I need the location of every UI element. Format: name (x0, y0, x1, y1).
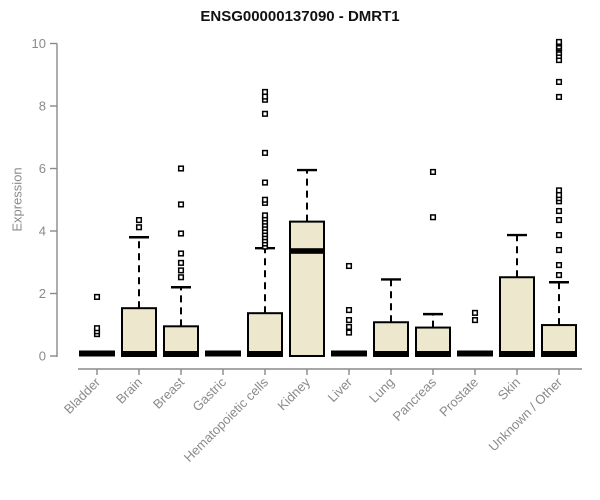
median-bar (289, 248, 325, 254)
outlier-marker (555, 192, 563, 199)
outlier-marker (261, 179, 269, 186)
outlier-marker (429, 168, 437, 175)
median-bar (247, 351, 283, 357)
box (289, 220, 325, 357)
x-category-label: Kidney (274, 374, 313, 413)
outlier-marker (555, 38, 563, 45)
box (541, 324, 577, 357)
y-tick-label: 8 (39, 99, 46, 114)
outlier-marker (135, 217, 143, 224)
y-tick-label: 6 (39, 161, 46, 176)
outlier-marker (93, 325, 101, 332)
y-tick-label: 10 (32, 36, 46, 51)
x-category-label: Liver (325, 374, 356, 405)
x-category-label: Brain (113, 375, 145, 407)
outlier-marker (555, 262, 563, 269)
outlier-marker (177, 267, 185, 274)
outlier-marker (555, 272, 563, 279)
x-category-label: Skin (495, 375, 523, 403)
outlier-marker (345, 317, 353, 324)
outlier-marker (177, 165, 185, 172)
median-bar (415, 351, 451, 357)
collapsed-box-bar (457, 350, 493, 357)
x-category-label: Pancreas (390, 374, 440, 424)
outlier-marker (471, 309, 479, 316)
median-bar (499, 351, 535, 357)
outlier-marker (345, 262, 353, 270)
chart-title: ENSG00000137090 - DMRT1 (200, 8, 400, 25)
collapsed-box-bar (79, 350, 115, 357)
box (121, 307, 157, 357)
box (247, 312, 283, 357)
box (373, 321, 409, 357)
outlier-marker (135, 224, 143, 231)
outlier-marker (177, 201, 185, 208)
outlier-marker (555, 247, 563, 254)
outlier-marker (261, 110, 269, 117)
outlier-marker (555, 78, 563, 85)
x-category-label: Breast (150, 374, 187, 411)
outlier-marker (261, 149, 269, 156)
y-tick-label: 4 (39, 224, 46, 239)
outlier-marker (555, 217, 563, 224)
box (499, 276, 535, 357)
outlier-marker (93, 293, 101, 300)
collapsed-box-bar (205, 350, 241, 357)
outlier-marker (261, 212, 269, 219)
collapsed-box-bar (331, 350, 367, 357)
outlier-marker (177, 259, 185, 266)
median-bar (373, 351, 409, 357)
x-category-label: Unknown / Other (486, 374, 566, 454)
outlier-marker (555, 207, 563, 215)
outlier-marker (177, 250, 185, 257)
outlier-marker (261, 93, 269, 100)
x-category-label: Gastric (189, 374, 229, 414)
outlier-marker (345, 307, 353, 314)
median-bar (121, 351, 157, 357)
outlier-marker (345, 329, 353, 336)
median-bar (163, 351, 199, 357)
outlier-marker (345, 323, 353, 330)
median-bar (541, 351, 577, 357)
x-category-label: Bladder (61, 374, 104, 417)
y-tick-label: 0 (39, 349, 46, 364)
y-tick-label: 2 (39, 286, 46, 301)
outlier-marker (429, 214, 437, 221)
outlier-marker (471, 317, 479, 324)
outlier-marker (177, 274, 185, 281)
outlier-marker (177, 230, 185, 237)
outlier-marker (261, 88, 269, 95)
x-category-label: Prostate (436, 375, 481, 420)
x-category-label: Lung (366, 375, 397, 406)
outlier-marker (555, 93, 563, 100)
outlier-marker (555, 232, 563, 239)
outlier-marker (555, 187, 563, 194)
outlier-marker (261, 196, 269, 203)
